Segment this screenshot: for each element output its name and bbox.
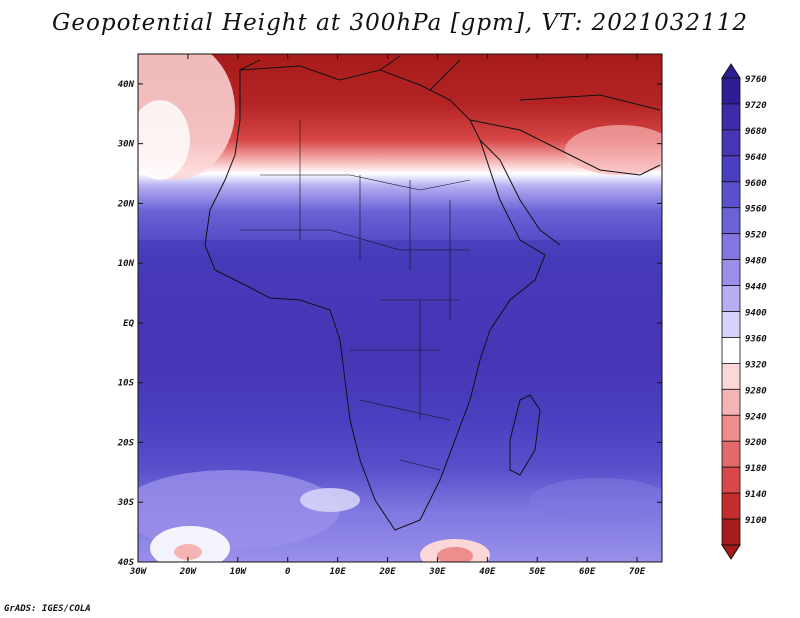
colorbar-swatch <box>721 259 741 286</box>
colorbar-label: 9320 <box>745 360 767 370</box>
colorbar-swatch <box>721 466 741 494</box>
lon-label: 30E <box>428 567 446 577</box>
lat-label: 20N <box>117 199 135 209</box>
colorbar-label: 9720 <box>745 101 767 111</box>
lat-label: 20S <box>117 438 135 448</box>
colorbar-swatch <box>721 440 741 468</box>
lat-label: 10S <box>118 379 135 389</box>
colorbar-bottom-arrow <box>721 544 741 560</box>
colorbar-label: 9400 <box>745 309 767 319</box>
colorbar-label: 9280 <box>745 386 767 396</box>
lat-label: 40S <box>118 558 135 568</box>
map-title: Geopotential Height at 300hPa [gpm], VT:… <box>52 10 748 36</box>
colorbar-swatch <box>721 77 741 105</box>
lon-label: 50E <box>529 567 546 577</box>
colorbar-label: 9520 <box>745 231 767 241</box>
colorbar-swatch <box>721 518 741 546</box>
lon-label: 30W <box>129 567 148 577</box>
colorbar-swatch <box>721 285 741 312</box>
lon-label: 60E <box>579 567 596 577</box>
colorbar-swatch <box>721 207 741 235</box>
lat-label: 30S <box>117 498 135 508</box>
colorbar-swatch <box>721 181 741 209</box>
colorbar-label: 9640 <box>745 153 767 163</box>
colorbar-swatch <box>721 362 741 390</box>
grads-credit: GrADS: IGES/COLA <box>4 604 91 614</box>
colorbar-label: 9560 <box>745 205 767 215</box>
lon-label: 40E <box>479 567 496 577</box>
colorbar-label: 9480 <box>745 257 767 267</box>
colorbar-swatch <box>721 388 741 416</box>
lon-label: 20E <box>378 567 396 577</box>
lat-label: EQ <box>123 319 134 329</box>
colorbar-label: 9180 <box>745 464 767 474</box>
colorbar-label: 9140 <box>745 490 767 500</box>
colorbar-label: 9360 <box>745 334 767 344</box>
colorbar-label: 9100 <box>745 516 767 526</box>
colorbar-label: 9440 <box>745 283 767 293</box>
lat-label: 10N <box>118 259 135 269</box>
country-borders <box>240 120 471 471</box>
colorbar-swatch <box>721 103 741 131</box>
coastlines <box>204 55 661 531</box>
lon-label: 70E <box>629 567 646 577</box>
lon-label: 20W <box>179 567 198 577</box>
colorbar-label: 9600 <box>745 179 767 189</box>
colorbar-swatch <box>721 155 741 183</box>
colorbar-top-arrow <box>721 63 741 79</box>
colorbar-swatch <box>721 414 741 442</box>
lon-label: 10E <box>329 567 346 577</box>
lon-label: 0 <box>285 567 291 577</box>
colorbar-label: 9760 <box>745 75 767 85</box>
lon-label: 10W <box>230 567 248 577</box>
colorbar-swatch <box>721 492 741 520</box>
lat-label: 30N <box>117 140 135 150</box>
colorbar-label: 9240 <box>745 412 767 422</box>
southern-high-shading <box>150 526 230 562</box>
plot-frame <box>137 53 663 563</box>
colorbar-swatch <box>721 233 741 261</box>
longitude-axis: 30W 20W 10W 0 10E 20E 30E 40E 50E 60E 70E <box>129 54 646 577</box>
colorbar-label: 9200 <box>745 438 767 448</box>
latitude-axis: 40N 30N 20N 10N EQ 10S 20S 30S 40S <box>117 80 662 568</box>
colorbar-swatch <box>721 337 741 364</box>
colorbar-swatch <box>721 129 741 157</box>
colorbar-label: 9680 <box>745 127 767 137</box>
colorbar-swatch <box>721 311 741 338</box>
lat-label: 40N <box>118 80 135 90</box>
colorbar: 9760 9720 9680 9640 9600 9560 9520 9480 9440 9400… <box>721 63 767 560</box>
